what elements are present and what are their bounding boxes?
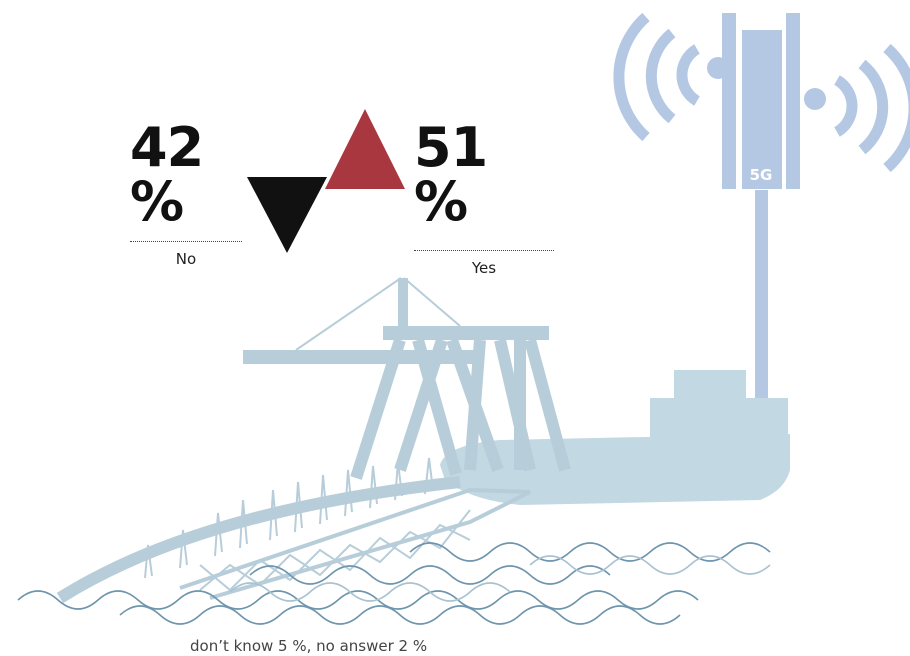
waves — [17, 542, 771, 625]
5g-badge: 5G — [749, 166, 773, 184]
divider — [414, 250, 554, 251]
up-arrow-icon — [325, 109, 405, 189]
stat-yes: 51 % Yes — [414, 121, 554, 277]
no-percentage: 42 % — [130, 116, 204, 233]
gantry-crane — [243, 277, 571, 480]
stat-no: 42 % No — [130, 121, 242, 268]
no-label: No — [175, 250, 197, 268]
yes-percentage: 51 % — [414, 116, 488, 233]
down-arrow-icon — [247, 177, 327, 253]
yes-label: Yes — [471, 259, 497, 277]
pier-bridge — [56, 457, 531, 604]
divider — [130, 241, 242, 242]
footnote: don’t know 5 %, no answer 2 % — [190, 637, 428, 655]
5g-antenna-tower — [613, 12, 910, 400]
